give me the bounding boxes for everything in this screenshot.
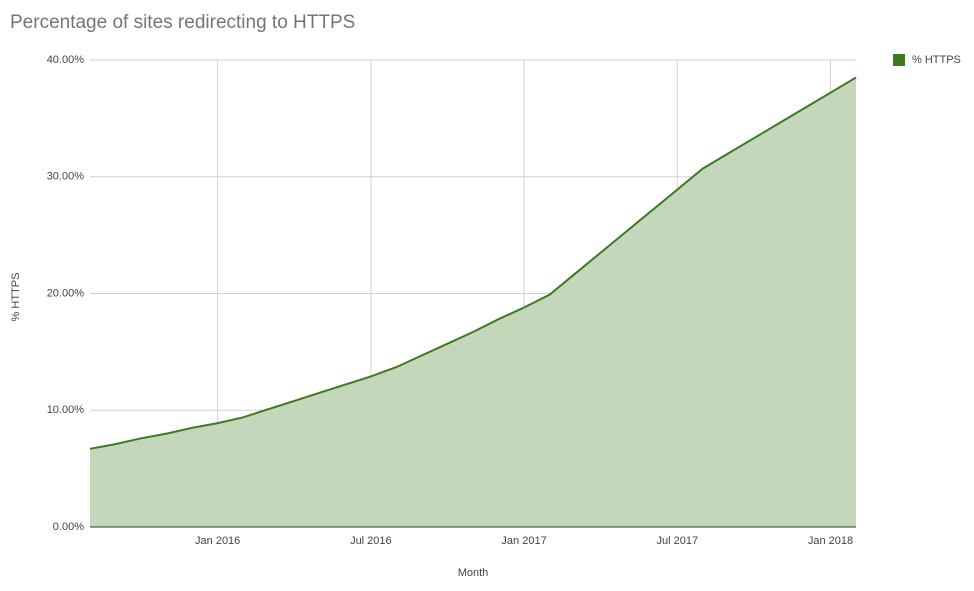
y-tick-label: 40.00%	[47, 54, 85, 66]
y-tick-label: 30.00%	[47, 171, 85, 183]
legend-label: % HTTPS	[912, 54, 961, 66]
y-tick-label: 10.00%	[47, 404, 85, 416]
x-tick-label: Jan 2018	[808, 535, 853, 547]
y-tick-label: 0.00%	[53, 521, 84, 533]
y-tick-label: 20.00%	[47, 287, 85, 299]
y-axis-label: % HTTPS	[10, 273, 22, 322]
chart-title: Percentage of sites redirecting to HTTPS	[10, 12, 355, 33]
area	[90, 77, 856, 527]
line	[89, 76, 857, 450]
x-tick-label: Jul 2016	[350, 535, 392, 547]
x-tick-label: Jan 2016	[195, 535, 240, 547]
x-tick-label: Jul 2017	[656, 535, 698, 547]
x-axis-label: Month	[458, 567, 489, 579]
x-tick-label: Jan 2017	[501, 535, 546, 547]
legend-swatch	[893, 54, 905, 66]
